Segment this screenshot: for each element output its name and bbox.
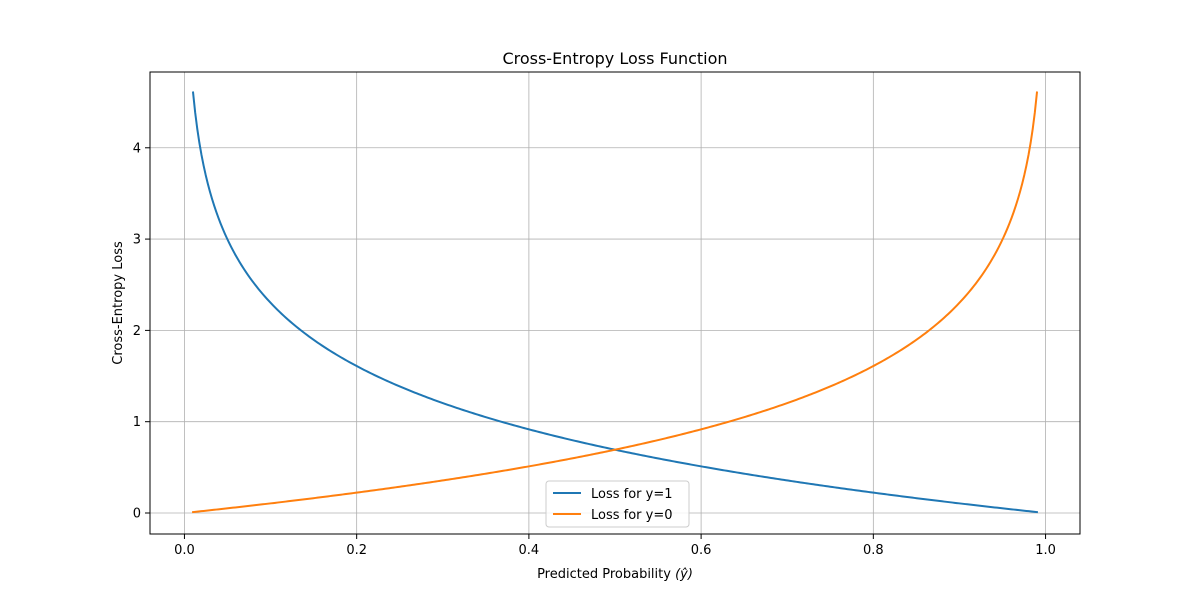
x-tick-label: 0.8 — [863, 543, 884, 558]
x-tick-label: 0.2 — [346, 543, 367, 558]
legend-label-loss-y1: Loss for y=1 — [591, 487, 673, 502]
x-axis-label: Predicted Probability (ŷ) — [537, 567, 693, 582]
y-tick-label: 4 — [133, 141, 141, 156]
chart-title: Cross-Entropy Loss Function — [502, 49, 727, 68]
plot-area — [150, 72, 1080, 534]
legend-label-loss-y0: Loss for y=0 — [591, 508, 673, 523]
y-tick-label: 2 — [133, 324, 141, 339]
x-tick-label: 0.0 — [174, 543, 195, 558]
y-tick-label: 3 — [133, 233, 141, 248]
x-tick-label: 1.0 — [1035, 543, 1056, 558]
x-tick-label: 0.4 — [519, 543, 540, 558]
x-tick-label: 0.6 — [691, 543, 712, 558]
x-axis-label-symbol: (ŷ) — [675, 567, 693, 582]
x-axis-label-text: Predicted Probability — [537, 567, 671, 582]
y-tick-label: 1 — [133, 415, 141, 430]
legend: Loss for y=1 Loss for y=0 — [546, 481, 689, 527]
y-tick-label: 0 — [133, 507, 141, 522]
y-axis-label: Cross-Entropy Loss — [111, 241, 126, 365]
